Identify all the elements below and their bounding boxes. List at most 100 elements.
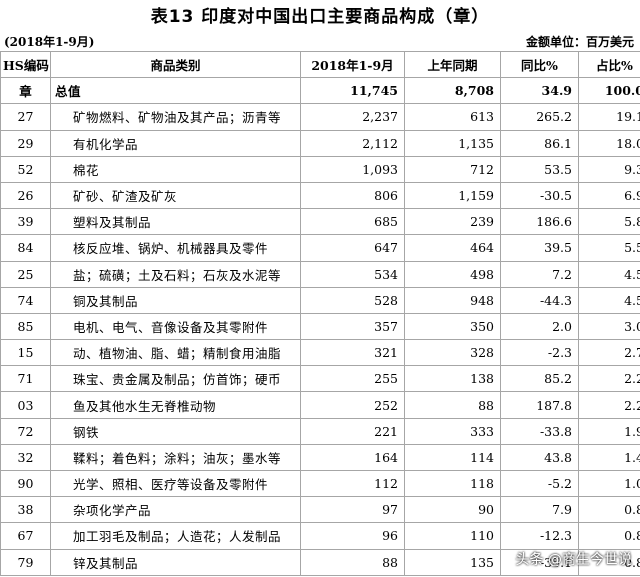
row-share: 5.5 xyxy=(578,234,640,262)
row-share: 5.8 xyxy=(578,208,640,236)
row-share: 19.1 xyxy=(578,103,640,131)
row-category: 塑料及其制品 xyxy=(50,208,301,236)
row-current: 528 xyxy=(300,286,405,314)
row-previous: 239 xyxy=(404,208,501,236)
total-code: 章 xyxy=(0,77,51,105)
row-current: 221 xyxy=(300,417,405,445)
row-current: 252 xyxy=(300,391,405,419)
row-yoy: -5.2 xyxy=(500,469,579,498)
row-share: 1.9 xyxy=(578,417,640,445)
row-current: 2,112 xyxy=(300,129,405,157)
row-code: 25 xyxy=(0,260,51,288)
row-category: 光学、照相、医疗等设备及零附件 xyxy=(50,469,301,498)
row-share: 1.0 xyxy=(578,469,640,498)
table-title: 表13 印度对中国出口主要商品构成（章） xyxy=(150,7,490,27)
row-code: 15 xyxy=(0,339,51,367)
row-previous: 110 xyxy=(404,522,501,550)
row-share: 18.0 xyxy=(578,129,640,157)
row-category: 核反应堆、锅炉、机械器具及零件 xyxy=(50,234,301,262)
row-code: 32 xyxy=(0,443,51,472)
row-code: 39 xyxy=(0,208,51,236)
row-category: 钢铁 xyxy=(50,417,301,445)
row-share: 0.8 xyxy=(578,548,640,576)
row-yoy: -2.3 xyxy=(500,339,579,367)
row-code: 38 xyxy=(0,496,51,524)
row-share: 0.8 xyxy=(578,496,640,524)
header-row: HS编码 商品类别 2018年1-9月 上年同期 同比% 占比% xyxy=(0,50,640,79)
row-code: 52 xyxy=(0,155,51,183)
row-share: 9.3 xyxy=(578,155,640,183)
row-current: 255 xyxy=(300,365,405,393)
row-previous: 712 xyxy=(404,155,501,183)
header-share: 占比% xyxy=(578,50,640,79)
row-previous: 948 xyxy=(404,286,501,314)
total-row: 章 总值 11,745 8,708 34.9 100.0 xyxy=(0,77,640,105)
row-category: 有机化学品 xyxy=(50,129,301,157)
row-current: 321 xyxy=(300,339,405,367)
row-code: 84 xyxy=(0,234,51,262)
row-code: 03 xyxy=(0,391,51,419)
row-current: 97 xyxy=(300,496,405,524)
row-yoy: -33.8 xyxy=(500,417,579,445)
row-yoy: -12.3 xyxy=(500,522,579,550)
row-code: 67 xyxy=(0,522,51,550)
row-share: 6.9 xyxy=(578,181,640,210)
watermark: 头条 @商生今世说 xyxy=(515,552,632,568)
row-category: 珠宝、贵金属及制品；仿首饰；硬币 xyxy=(50,365,301,393)
row-code: 90 xyxy=(0,469,51,498)
row-previous: 90 xyxy=(404,496,501,524)
row-current: 806 xyxy=(300,181,405,210)
row-current: 2,237 xyxy=(300,103,405,131)
row-previous: 138 xyxy=(404,365,501,393)
total-yoy: 34.9 xyxy=(500,77,579,105)
total-name: 总值 xyxy=(50,77,301,105)
row-code: 29 xyxy=(0,129,51,157)
row-category: 铜及其制品 xyxy=(50,286,301,314)
row-previous: 1,135 xyxy=(404,129,501,157)
row-share: 0.8 xyxy=(578,522,640,550)
row-previous: 328 xyxy=(404,339,501,367)
row-current: 88 xyxy=(300,548,405,576)
row-yoy: 186.6 xyxy=(500,208,579,236)
export-table: HS编码 商品类别 2018年1-9月 上年同期 同比% 占比% 章 总值 11… xyxy=(0,50,640,576)
header-hs-code: HS编码 xyxy=(0,50,51,79)
row-code: 74 xyxy=(0,286,51,314)
row-code: 27 xyxy=(0,103,51,131)
row-yoy: 187.8 xyxy=(500,391,579,419)
row-previous: 464 xyxy=(404,234,501,262)
total-share: 100.0 xyxy=(578,77,640,105)
period-label: (2018年1-9月) xyxy=(4,35,95,49)
row-previous: 135 xyxy=(404,548,501,576)
row-yoy: -44.3 xyxy=(500,286,579,314)
row-code: 71 xyxy=(0,365,51,393)
row-category: 杂项化学产品 xyxy=(50,496,301,524)
row-category: 加工羽毛及制品；人造花；人发制品 xyxy=(50,522,301,550)
header-yoy: 同比% xyxy=(500,50,579,79)
row-code: 79 xyxy=(0,548,51,576)
row-current: 1,093 xyxy=(300,155,405,183)
row-current: 164 xyxy=(300,443,405,472)
row-previous: 88 xyxy=(404,391,501,419)
row-current: 534 xyxy=(300,260,405,288)
row-category: 盐；硫磺；土及石料；石灰及水泥等 xyxy=(50,260,301,288)
row-yoy: 86.1 xyxy=(500,129,579,157)
row-category: 矿物燃料、矿物油及其产品；沥青等 xyxy=(50,103,301,131)
row-yoy: 43.8 xyxy=(500,443,579,472)
row-share: 2.2 xyxy=(578,365,640,393)
row-yoy: -30.5 xyxy=(500,181,579,210)
row-previous: 498 xyxy=(404,260,501,288)
row-share: 4.5 xyxy=(578,286,640,314)
